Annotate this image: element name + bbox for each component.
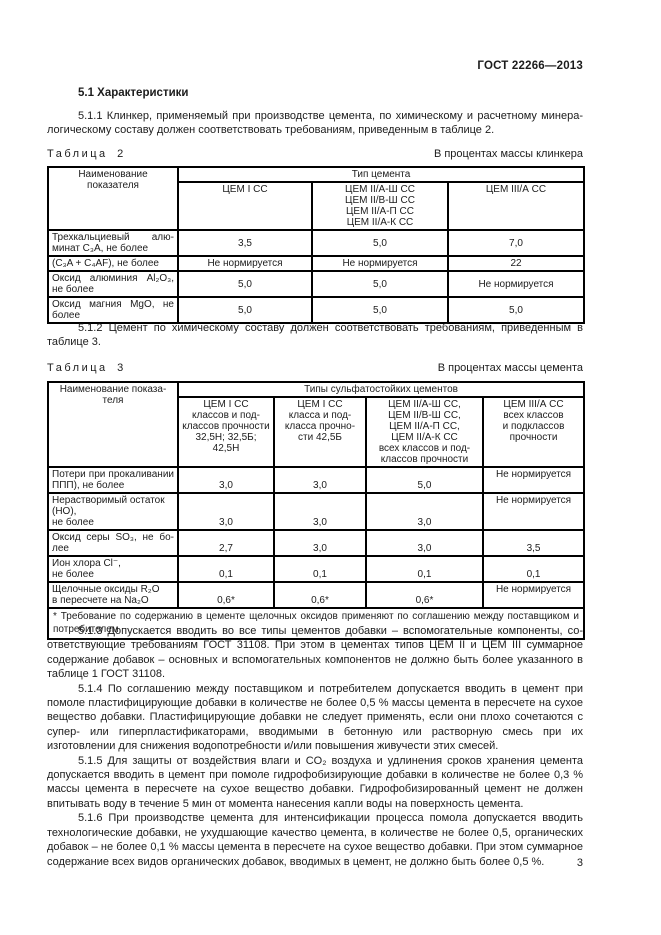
value-cell: 3,5 (177, 229, 313, 257)
table-row: Оксид серы SO₃, не бо­лее 2,7 3,0 3,0 3,… (47, 529, 586, 557)
column-header-cell: ЦЕМ I СС классов и под- классов прочност… (177, 396, 275, 468)
table3-caption-row: Таблица 3 В процентах массы цемента (47, 362, 583, 374)
table-2: Наименование показателя Тип цемента ЦЕМ … (47, 166, 586, 324)
value-cell: 5,0 (177, 270, 313, 298)
table-footnote: * Требование по содержанию в цементе щел… (46, 607, 586, 640)
value-cell: 7,0 (446, 229, 586, 257)
section-title: 5.1 Характеристики (78, 87, 189, 99)
group-header-cell: Тип цемента (176, 166, 586, 183)
table3-caption: Таблица 3 (47, 362, 126, 374)
page-number: 3 (576, 857, 583, 869)
row-label-cell: Щелочные оксиды R₂O в пересчете на Na₂O (47, 581, 179, 609)
value-cell: 0,1 (365, 555, 484, 583)
column-header-cell: Наименование показателя (47, 166, 179, 231)
body-paragraphs: 5.1.3 Допускается вводить во все типы це… (47, 624, 583, 869)
table2-units: В процентах массы клинкера (433, 148, 583, 160)
value-cell: 3,0 (273, 492, 367, 531)
paragraph-5-1-4: 5.1.4 По соглашению между поставщиком и … (47, 682, 583, 753)
table-row: Потери при прокалива­нии ППП), не более … (47, 466, 586, 494)
value-cell: 0,1 (481, 555, 586, 583)
value-cell: 5,0 (365, 466, 484, 494)
value-cell: 5,0 (311, 270, 449, 298)
value-cell: 5,0 (311, 229, 449, 257)
row-label-cell: Оксид алюминия Al₂O₃, не более (47, 270, 179, 298)
paragraph-5-1-5: 5.1.5 Для защиты от воздействия влаги и … (47, 754, 583, 810)
value-cell: 3,0 (177, 492, 275, 531)
column-header-cell: ЦЕМ I СС (177, 181, 313, 231)
value-cell: 0,1 (177, 555, 275, 583)
table-footnote-row: * Требование по содержанию в цементе щел… (46, 607, 586, 640)
table-row: Ион хлора Cl⁻, не более 0,1 0,1 0,1 0,1 (47, 555, 586, 583)
value-cell: 3,0 (273, 466, 367, 494)
value-cell: 5,0 (311, 296, 449, 324)
value-cell: 3,0 (365, 492, 484, 531)
table2-caption: Таблица 2 (47, 148, 126, 160)
column-header-cell: ЦЕМ I СС класса и под- класса прочно- ст… (273, 396, 367, 468)
value-cell: 0,6* (177, 581, 275, 609)
table-row: Нерастворимый остаток (НО), не более 3,0… (47, 492, 586, 531)
table-row: Щелочные оксиды R₂O в пересчете на Na₂O … (47, 581, 586, 609)
value-cell: 3,0 (273, 529, 367, 557)
value-cell: Не нормируется (311, 255, 449, 272)
paragraph-5-1-3: 5.1.3 Допускается вводить во все типы це… (47, 625, 583, 681)
table-row: Трехкальциевый алю­минат C₃A, не более 3… (47, 229, 586, 257)
table-row: Оксид алюминия Al₂O₃, не более 5,0 5,0 Н… (47, 270, 586, 298)
column-header-cell: Наименование показа­теля (47, 381, 179, 468)
row-label-cell: Оксид серы SO₃, не бо­лее (47, 529, 179, 557)
row-label-cell: Оксид магния MgO, не более (47, 296, 179, 324)
column-header-cell: ЦЕМ II/А-Ш СС, ЦЕМ II/В-Ш СС, ЦЕМ II/А-П… (365, 396, 484, 468)
value-cell: Не нормируется (481, 492, 586, 531)
table-row: (C₃A + C₄AF), не более Не нормируется Не… (47, 255, 586, 272)
value-cell: Не нормируется (446, 270, 586, 298)
value-cell: Не нормируется (177, 255, 313, 272)
group-header-cell: Типы сульфатостойких цементов (176, 381, 586, 398)
value-cell: 3,0 (365, 529, 484, 557)
value-cell: Не нормируется (481, 581, 586, 609)
value-cell: 2,7 (177, 529, 275, 557)
value-cell: 3,5 (481, 529, 586, 557)
column-header-cell: ЦЕМ III/А СС (446, 181, 586, 231)
table3-units: В процентах массы цемента (437, 362, 583, 374)
value-cell: 0,6* (365, 581, 484, 609)
table-3: Наименование показа­теля Типы сульфатост… (46, 381, 586, 640)
row-label-cell: Нерастворимый остаток (НО), не более (47, 492, 179, 531)
table-subheader-row: ЦЕМ I СС ЦЕМ II/А-Ш СС ЦЕМ II/В-Ш СС ЦЕМ… (48, 181, 586, 231)
value-cell: 0,6* (273, 581, 367, 609)
paragraph-5-1-1: 5.1.1 Клинкер, применяемый при производс… (47, 110, 583, 137)
column-header-cell: ЦЕМ III/А СС всех классов и подклассов п… (481, 396, 586, 468)
value-cell: 5,0 (446, 296, 586, 324)
value-cell: 0,1 (273, 555, 367, 583)
table-header-row: Наименование показателя Тип цемента (47, 166, 586, 231)
table-subheader-row: ЦЕМ I СС классов и под- классов прочност… (48, 396, 586, 468)
row-label-cell: (C₃A + C₄AF), не более (47, 255, 179, 272)
doc-number: ГОСТ 22266—2013 (477, 60, 583, 72)
paragraph-5-1-2: 5.1.2 Цемент по химическому составу долж… (47, 322, 583, 349)
value-cell: 22 (446, 255, 586, 272)
table-row: Оксид магния MgO, не более 5,0 5,0 5,0 (47, 296, 586, 324)
row-label-cell: Трехкальциевый алю­минат C₃A, не более (47, 229, 179, 257)
row-label-cell: Ион хлора Cl⁻, не более (47, 555, 179, 583)
column-header-cell: ЦЕМ II/А-Ш СС ЦЕМ II/В-Ш СС ЦЕМ II/А-П С… (311, 181, 449, 231)
table-header-row: Наименование показа­теля Типы сульфатост… (47, 381, 586, 468)
table2-caption-row: Таблица 2 В процентах массы клинкера (47, 148, 583, 160)
value-cell: Не нормируется (481, 466, 586, 494)
row-label-cell: Потери при прокалива­нии ППП), не более (47, 466, 179, 494)
value-cell: 3,0 (177, 466, 275, 494)
paragraph-5-1-6: 5.1.6 При производстве цемента для интен… (47, 812, 583, 868)
value-cell: 5,0 (177, 296, 313, 324)
